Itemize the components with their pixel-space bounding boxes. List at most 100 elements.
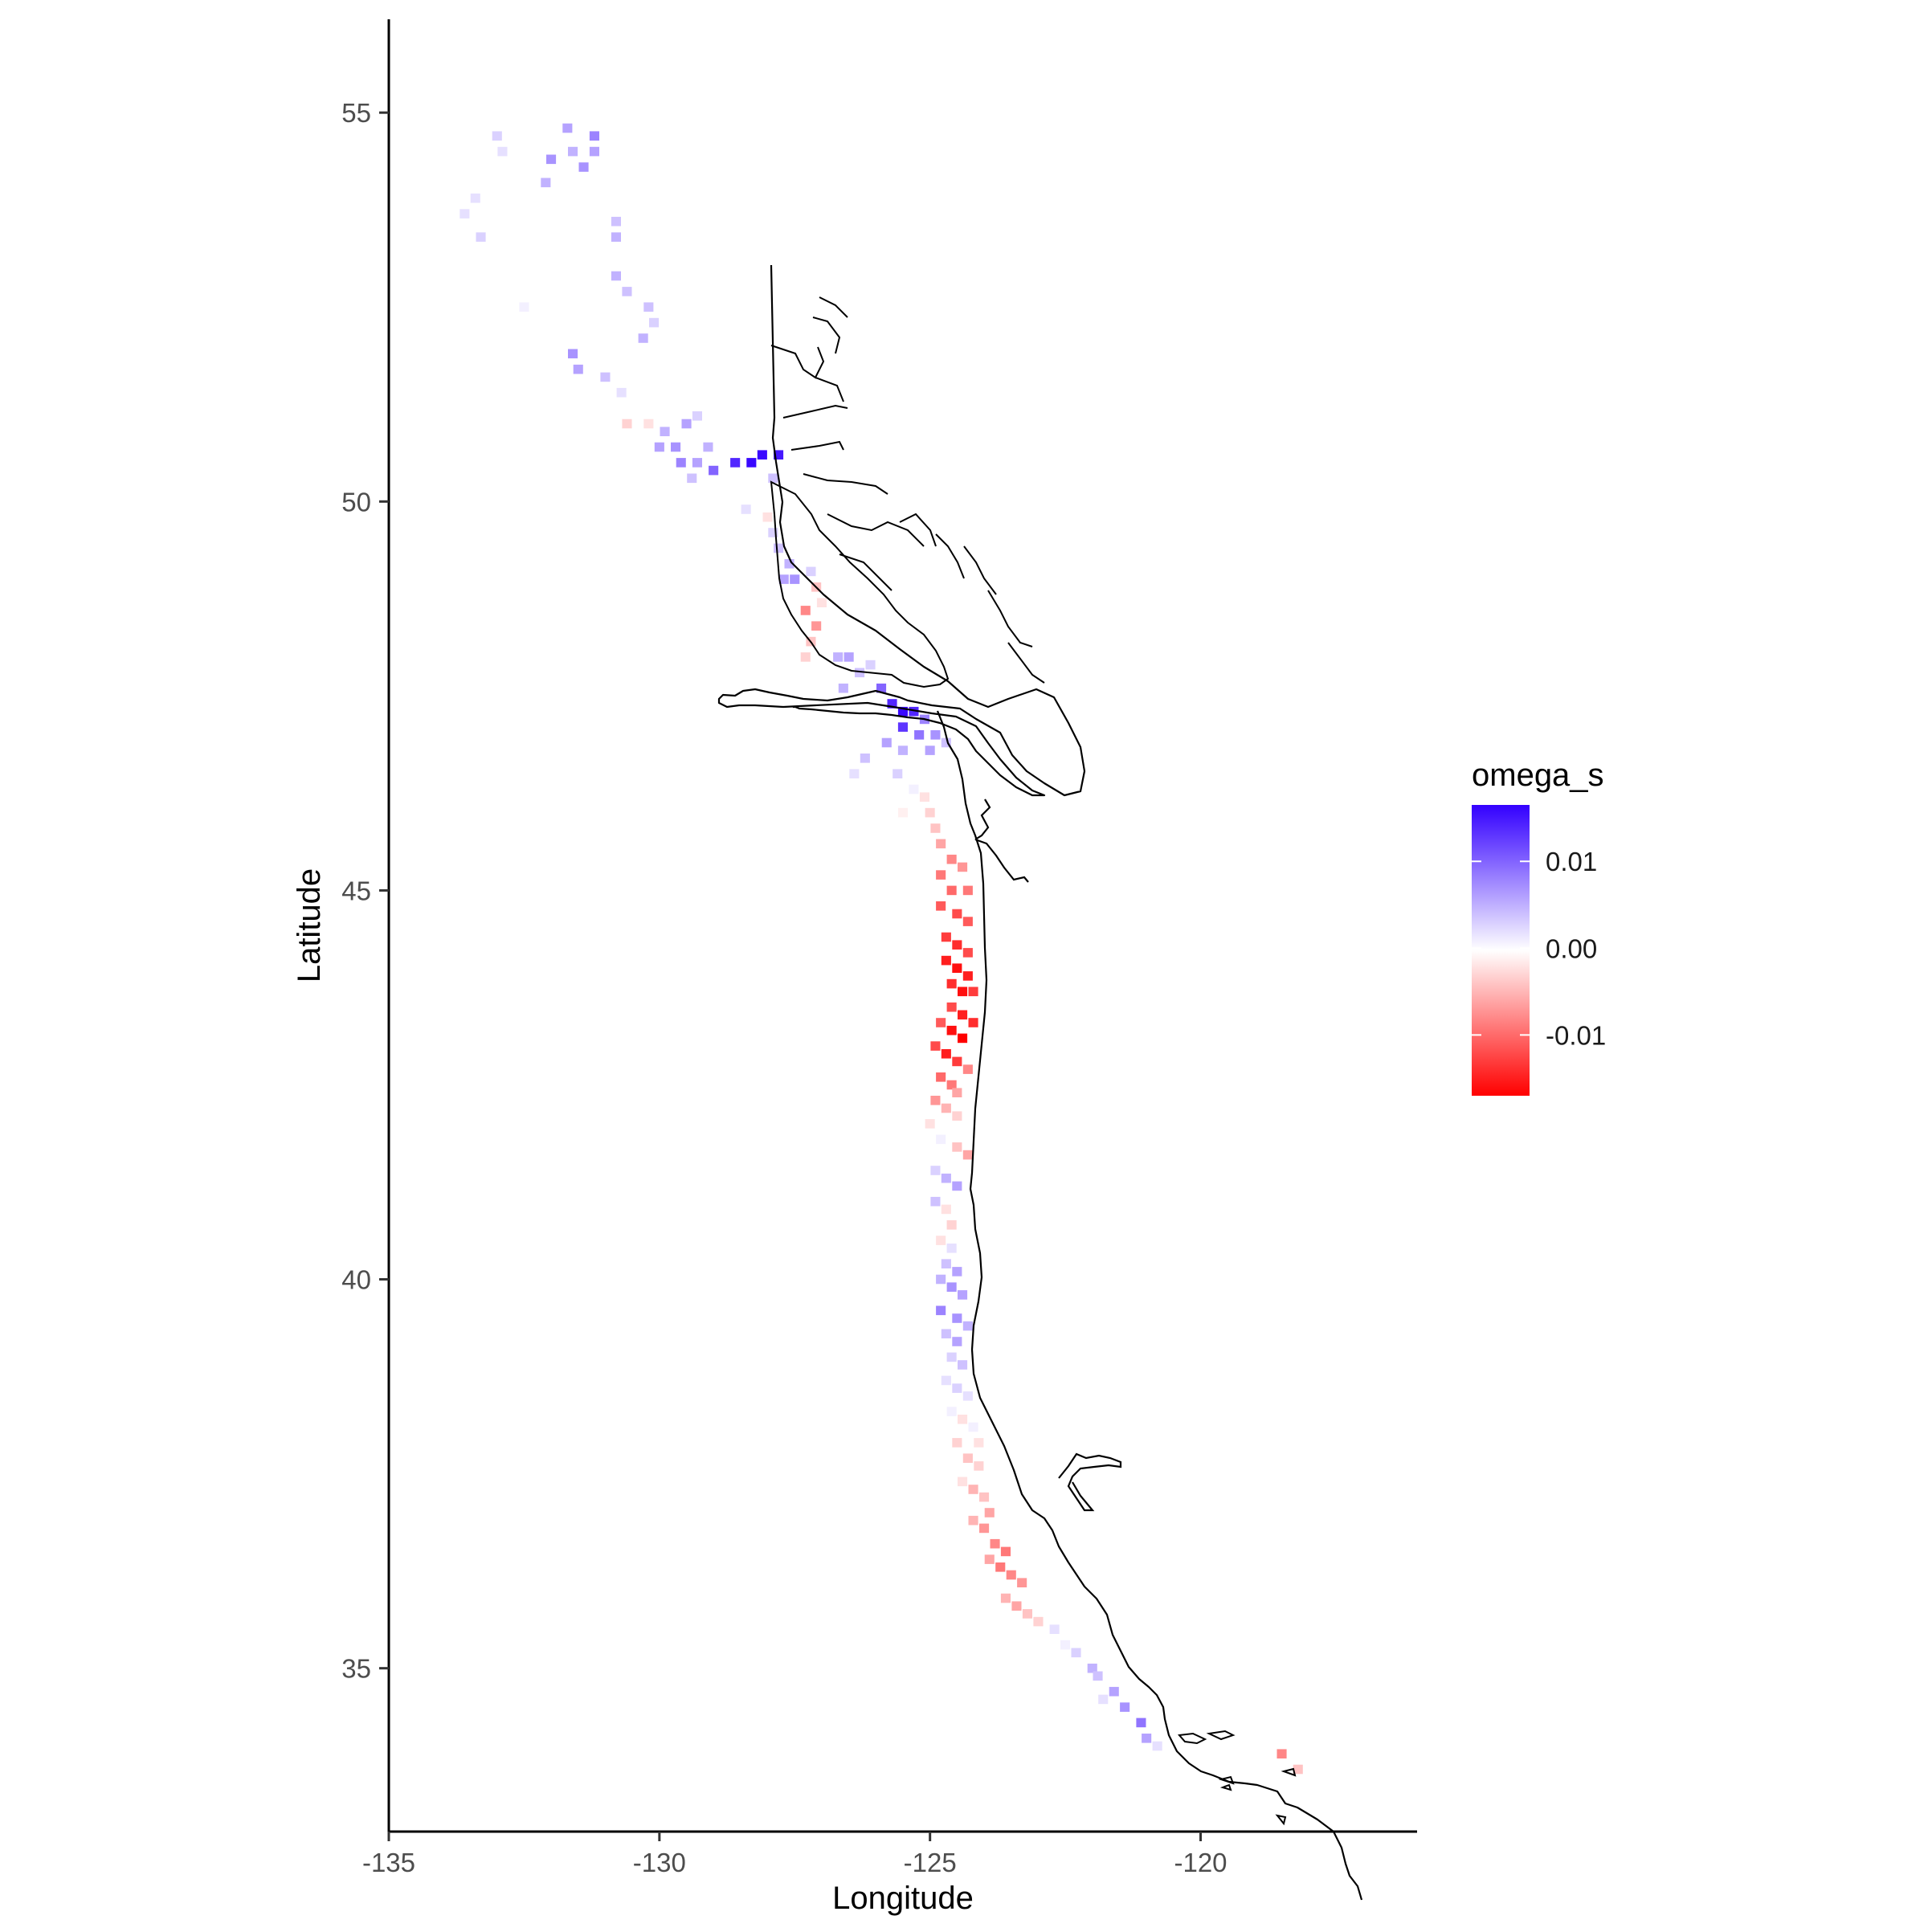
raster-cell	[962, 1150, 973, 1160]
raster-cell	[660, 427, 670, 436]
x-tick-label: -135	[362, 1848, 415, 1877]
raster-cells	[460, 123, 1303, 1775]
raster-cell	[876, 683, 887, 693]
raster-cell	[1000, 1593, 1011, 1603]
x-tick-label: -130	[633, 1848, 686, 1877]
raster-cell	[768, 473, 778, 484]
raster-cell	[1022, 1609, 1032, 1619]
raster-cell	[541, 178, 551, 188]
raster-cell	[936, 1018, 946, 1027]
raster-cell	[952, 1142, 962, 1152]
raster-cell	[936, 870, 946, 880]
raster-cell	[941, 1049, 951, 1059]
raster-cell	[974, 1461, 984, 1471]
raster-cell	[897, 722, 908, 732]
raster-cell	[952, 1056, 962, 1067]
coastline-sf-bay	[1058, 1452, 1122, 1512]
raster-cell	[730, 458, 741, 468]
raster-cell	[681, 419, 692, 429]
raster-cell	[952, 1267, 962, 1276]
legend-tick-label: 0.00	[1546, 933, 1597, 963]
raster-cell	[909, 706, 919, 717]
raster-cell	[962, 971, 973, 981]
raster-cell	[930, 1041, 941, 1051]
raster-cell	[941, 1173, 951, 1183]
raster-cell	[643, 302, 654, 312]
raster-cell	[946, 978, 957, 989]
y-tick-label: 55	[341, 98, 371, 128]
raster-cell	[946, 1080, 957, 1090]
raster-cell	[460, 209, 470, 219]
raster-cell	[709, 465, 719, 476]
raster-cell	[968, 1485, 978, 1494]
raster-cell	[757, 450, 767, 460]
raster-cell	[958, 1033, 968, 1044]
raster-cell	[1049, 1624, 1060, 1634]
raster-cell	[616, 387, 627, 398]
raster-cell	[946, 1244, 957, 1253]
coastline-west-coast	[936, 710, 1363, 1901]
legend-title: omega_s	[1472, 758, 1604, 793]
raster-cell	[936, 1072, 946, 1082]
raster-cell	[492, 131, 502, 141]
raster-cell	[897, 807, 908, 818]
raster-cell	[979, 1523, 990, 1534]
raster-cell	[946, 885, 957, 896]
raster-cell	[578, 162, 589, 172]
raster-cell	[774, 543, 784, 553]
raster-cell	[952, 1181, 962, 1191]
raster-cell	[654, 442, 664, 452]
y-tick-label: 35	[341, 1654, 371, 1684]
raster-cell	[762, 512, 773, 522]
raster-cell	[1098, 1694, 1109, 1705]
raster-cell	[768, 528, 778, 537]
raster-cell	[952, 940, 962, 950]
raster-cell	[946, 1352, 957, 1362]
raster-cell	[968, 1018, 978, 1027]
raster-cell	[741, 504, 751, 514]
raster-cell	[589, 131, 599, 141]
raster-cell	[936, 1134, 946, 1145]
raster-cell	[849, 769, 860, 778]
coastline-channel-islands	[1177, 1730, 1297, 1826]
y-tick-label: 45	[341, 876, 371, 905]
raster-cell	[941, 1375, 951, 1386]
raster-cell	[995, 1562, 1006, 1572]
raster-cell	[649, 317, 660, 328]
raster-cell	[811, 621, 822, 631]
raster-cell	[806, 566, 816, 577]
legend-tick-label: 0.01	[1546, 847, 1597, 876]
raster-cell	[968, 986, 978, 997]
raster-cell	[784, 559, 794, 569]
raster-cell	[1093, 1671, 1103, 1681]
raster-cell	[774, 450, 784, 460]
raster-cell	[568, 146, 578, 157]
raster-cell	[611, 216, 621, 227]
raster-cell	[1276, 1749, 1287, 1758]
raster-cell	[865, 660, 876, 670]
raster-cell	[958, 1477, 968, 1487]
raster-cell	[946, 1407, 957, 1416]
raster-cell	[946, 1282, 957, 1292]
raster-cell	[1033, 1616, 1044, 1627]
raster-cell	[946, 1220, 957, 1230]
raster-cell	[1136, 1718, 1146, 1728]
raster-cell	[1006, 1570, 1016, 1580]
raster-cell	[1142, 1734, 1152, 1743]
raster-cell	[974, 1438, 984, 1448]
raster-cell	[958, 1010, 968, 1020]
coastline-columbia-river	[974, 799, 1029, 883]
raster-cell	[962, 1064, 973, 1074]
raster-cell	[1011, 1601, 1022, 1611]
raster-cell	[622, 419, 632, 429]
x-tick-label: -120	[1174, 1848, 1227, 1877]
raster-cell	[855, 668, 865, 678]
raster-cell	[546, 154, 557, 165]
raster-cell	[941, 1329, 951, 1339]
raster-cell	[833, 652, 844, 662]
raster-cell	[952, 909, 962, 919]
raster-cell	[1120, 1702, 1130, 1712]
raster-cell	[881, 737, 892, 748]
raster-cell	[958, 1290, 968, 1300]
